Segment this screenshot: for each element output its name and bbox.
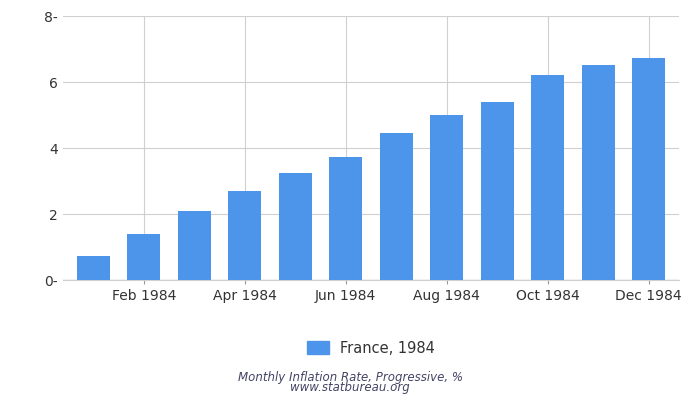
Text: Monthly Inflation Rate, Progressive, %: Monthly Inflation Rate, Progressive, %	[237, 372, 463, 384]
Bar	[481, 102, 514, 280]
Bar	[329, 157, 362, 280]
Bar	[279, 173, 312, 280]
Bar	[582, 65, 615, 280]
Bar	[380, 133, 413, 280]
Bar	[632, 58, 665, 280]
Bar	[430, 115, 463, 280]
Text: www.statbureau.org: www.statbureau.org	[290, 381, 410, 394]
Bar	[127, 234, 160, 280]
Bar	[531, 75, 564, 280]
Bar	[178, 211, 211, 280]
Bar	[228, 191, 261, 280]
Bar	[77, 256, 110, 280]
Legend: France, 1984: France, 1984	[301, 335, 441, 362]
